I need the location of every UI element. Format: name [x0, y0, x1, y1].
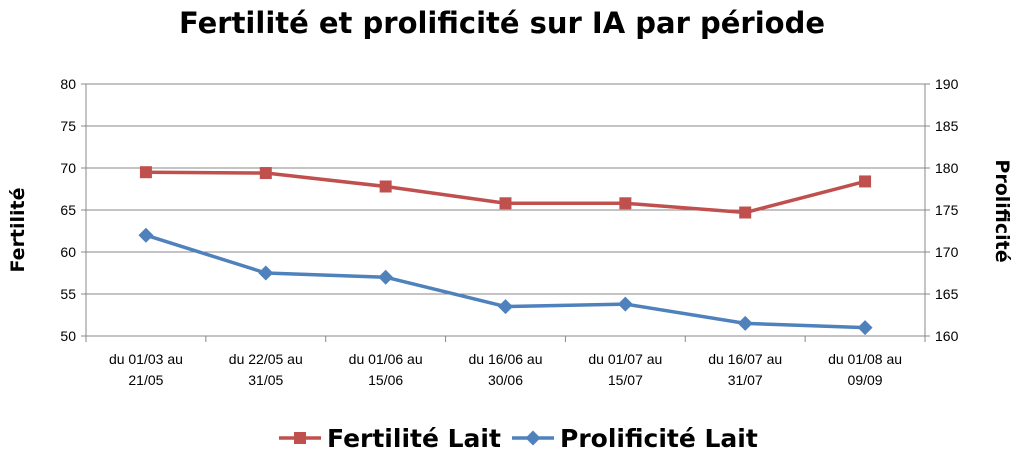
x-category-label: du 16/07 au 31/07 — [708, 351, 782, 388]
x-category-label: du 01/06 au 15/06 — [349, 351, 423, 388]
legend-label: Prolificité Lait — [560, 424, 758, 453]
y-left-tick-label: 50 — [60, 328, 76, 344]
left-axis-ticks: 50 55 60 65 70 75 80 — [60, 76, 76, 344]
legend-item: Prolificité Lait — [512, 424, 758, 453]
data-point — [619, 197, 632, 210]
chart-title: Fertilité et prolificité sur IA par péri… — [179, 6, 825, 40]
x-category-label: du 01/07 au 15/07 — [588, 351, 662, 388]
y-left-tick-label: 80 — [60, 76, 76, 92]
axes — [81, 83, 930, 342]
data-point — [739, 206, 752, 219]
x-category-label: du 01/08 au 09/09 — [828, 351, 902, 388]
legend-item: Fertilité Lait — [279, 424, 501, 453]
data-point — [737, 315, 753, 331]
series-layer — [138, 166, 873, 336]
x-category-label: du 22/05 au 31/05 — [229, 351, 303, 388]
y-left-tick-label: 55 — [60, 286, 76, 302]
series-fertilit-lait — [139, 166, 872, 219]
data-point — [859, 175, 872, 188]
data-point — [294, 432, 306, 444]
data-point — [138, 227, 154, 243]
data-point — [259, 167, 272, 180]
y-right-tick-label: 175 — [935, 202, 959, 218]
y-right-tick-label: 165 — [935, 286, 959, 302]
y-right-tick-label: 180 — [935, 160, 959, 176]
data-point — [258, 265, 274, 281]
series-prolificit-lait — [138, 227, 873, 336]
x-category-label: du 16/06 au 30/06 — [469, 351, 543, 388]
y-right-tick-label: 185 — [935, 118, 959, 134]
gridlines — [86, 83, 925, 337]
right-axis-ticks: 160 165 170 175 180 185 190 — [935, 76, 959, 344]
legend: Fertilité Lait Prolificité Lait — [279, 424, 758, 453]
y-left-tick-label: 60 — [60, 244, 76, 260]
data-point — [379, 180, 392, 193]
y-right-tick-label: 170 — [935, 244, 959, 260]
y-right-tick-label: 190 — [935, 76, 959, 92]
data-point — [857, 320, 873, 336]
y-left-tick-label: 65 — [60, 202, 76, 218]
data-point — [499, 197, 512, 210]
y-right-tick-label: 160 — [935, 328, 959, 344]
x-axis-categories: du 01/03 au 21/05 du 22/05 au 31/05 du 01/06… — [109, 351, 902, 388]
data-point — [617, 296, 633, 312]
y-left-axis-title: Fertilité — [7, 187, 29, 272]
y-left-tick-label: 70 — [60, 160, 76, 176]
x-category-label: du 01/03 au 21/05 — [109, 351, 183, 388]
data-point — [498, 299, 513, 315]
data-point — [525, 430, 541, 446]
data-point — [378, 269, 394, 285]
y-right-axis-title: Prolificité — [991, 159, 1013, 262]
data-point — [139, 166, 152, 179]
legend-label: Fertilité Lait — [327, 424, 501, 453]
y-left-tick-label: 75 — [60, 118, 76, 134]
